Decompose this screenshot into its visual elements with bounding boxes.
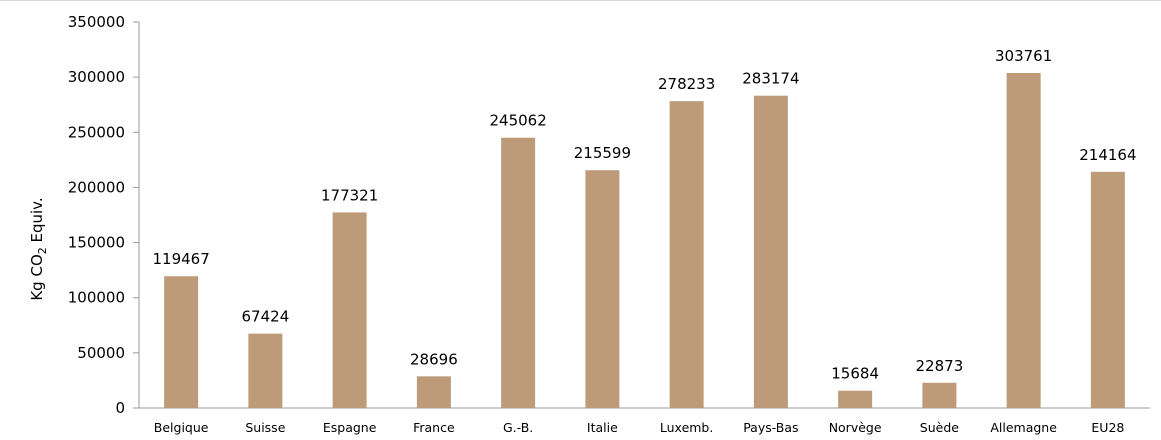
data-label: 119467 [152,250,209,268]
category-label: Espagne [323,420,377,435]
data-label: 177321 [321,186,378,204]
bar [669,101,704,409]
bar [1006,72,1041,409]
data-label: 214164 [1079,146,1136,164]
data-label: 245062 [489,112,546,130]
category-label: Luxemb. [660,420,713,435]
bar [248,333,283,408]
data-labels: 119467 67424 177321 28696 245062 215599 278233… [152,47,1136,383]
y-axis-title-text: Kg CO2 Equiv. [28,197,49,300]
data-label: 28696 [410,350,458,368]
bar [753,95,788,409]
y-tick-label: 300000 [68,68,125,86]
bar [164,276,199,408]
data-label: 215599 [574,144,631,162]
y-tick-label: 200000 [68,178,125,196]
category-label: Belgique [154,420,209,435]
category-label: Suède [920,420,959,435]
data-label: 22873 [916,357,964,375]
category-label: G.-B. [503,420,533,435]
data-label: 303761 [995,47,1052,65]
y-axis-title-subscript: 2 [36,247,49,254]
bar [585,170,620,408]
bar [332,212,367,408]
data-label: 15684 [831,365,879,383]
category-label: Norvège [829,420,882,435]
category-label: France [413,420,455,435]
y-tick-label: 0 [115,399,125,417]
y-axis-title: Kg CO2 Equiv. [28,197,49,300]
bar [922,382,957,408]
data-label: 283174 [742,70,799,88]
y-tick-label: 350000 [68,13,125,31]
data-label: 67424 [242,308,290,326]
category-label: Pays-Bas [743,420,798,435]
axes [138,22,1150,409]
bar [501,137,536,408]
bar [838,390,873,408]
y-ticks: 0 50000 100000 150000 200000 250000 300000 3500… [68,13,139,417]
data-label: 278233 [658,75,715,93]
y-axis-title-main: Kg CO [28,254,46,300]
bar [1090,171,1125,408]
y-axis-title-suffix: Equiv. [28,197,46,247]
category-label: EU28 [1091,420,1124,435]
y-tick-label: 250000 [68,123,125,141]
category-label: Allemagne [990,420,1057,435]
bar [416,376,451,408]
category-labels: Belgique Suisse Espagne France G.-B. Italie Lu… [154,420,1125,435]
category-label: Suisse [245,420,285,435]
y-tick-label: 50000 [77,344,125,362]
y-tick-label: 150000 [68,234,125,252]
category-label: Italie [587,420,618,435]
bars [164,72,1125,409]
y-tick-label: 100000 [68,289,125,307]
